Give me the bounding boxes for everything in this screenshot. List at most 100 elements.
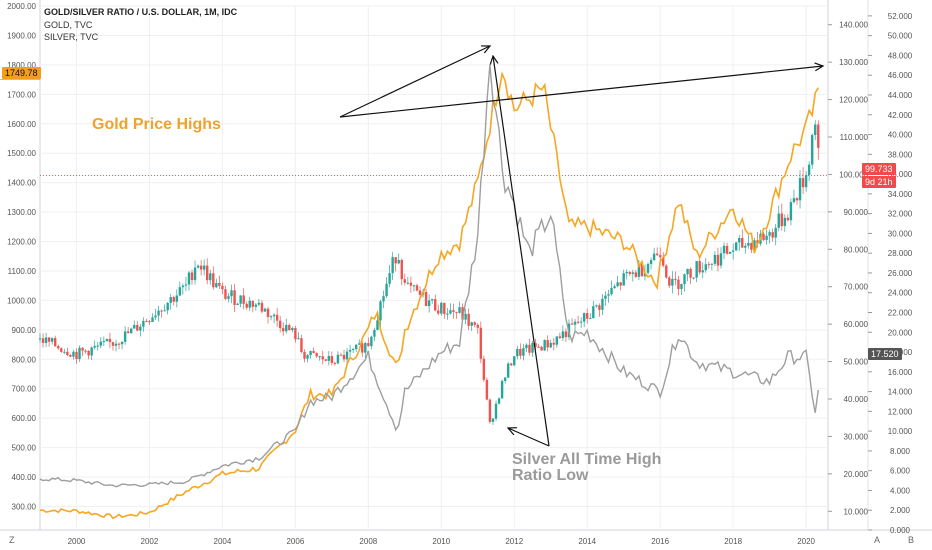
log-scale-button[interactable]: B xyxy=(908,535,915,545)
ratio-candle-body xyxy=(181,285,185,288)
silver-tick-label: 40.000 xyxy=(888,131,913,140)
ratio-candle-body xyxy=(105,338,109,342)
ratio-candle-body xyxy=(537,346,540,348)
gold-series-line xyxy=(39,71,819,520)
ratio-candle-body xyxy=(300,338,303,352)
ratio-candle-body xyxy=(640,263,644,277)
ratio-candle-body xyxy=(646,264,650,273)
ratio-candle-body xyxy=(586,313,589,319)
silver-ath-annotation: Silver All Time High Ratio Low xyxy=(512,452,661,484)
ratio-tick-label: 60.000 xyxy=(844,320,869,329)
ratio-candle-body xyxy=(747,242,750,246)
ratio-candle-body xyxy=(467,313,470,326)
silver-tick-label: 50.000 xyxy=(888,32,913,41)
ratio-candle-body xyxy=(503,377,507,381)
ratio-candle-body xyxy=(519,348,522,356)
ratio-candle-body xyxy=(546,340,549,348)
legend-title: GOLD/SILVER RATIO / U.S. DOLLAR, 1M, IDC xyxy=(44,7,238,17)
ratio-candle-body xyxy=(628,271,631,274)
ratio-candle-body xyxy=(722,245,726,254)
arrow-to-2020-high xyxy=(339,65,824,118)
ratio-candle-body xyxy=(476,324,479,328)
auto-scale-button[interactable]: A xyxy=(874,535,881,545)
ratio-candle-body xyxy=(148,321,151,323)
time-tick-label: 2012 xyxy=(505,537,523,546)
arrow-to-2011-high-head xyxy=(480,45,492,54)
ratio-candle-body xyxy=(601,298,604,310)
ratio-candle-body xyxy=(555,336,559,345)
ratio-candle-body xyxy=(99,341,103,346)
ratio-candle-body xyxy=(777,213,780,228)
gold-highs-annotation: Gold Price Highs xyxy=(92,116,221,133)
time-tick-label: 2004 xyxy=(214,537,232,546)
ratio-candle-body xyxy=(212,273,215,288)
gold-tick-label: 2000.00 xyxy=(7,2,36,11)
ratio-candle-body xyxy=(595,305,598,307)
ratio-candle-body xyxy=(136,324,139,331)
gold-tick-label: 1700.00 xyxy=(7,90,36,99)
ratio-candle-body xyxy=(814,124,817,136)
ratio-candle-body xyxy=(151,317,154,322)
silver-tick-label: 6.000 xyxy=(890,467,911,476)
ratio-candle-body xyxy=(686,268,689,275)
silver-axis: 0.000 2.000 4.000 6.000 8.000 10.000 12.000 14.… xyxy=(868,12,913,535)
ratio-candle-body xyxy=(315,353,318,357)
ratio-tick-label: 140.000 xyxy=(839,21,868,30)
ratio-candle-body xyxy=(771,232,774,238)
ratio-candle-body xyxy=(461,307,464,320)
ratio-candle-body xyxy=(50,338,54,342)
ratio-candle-body xyxy=(257,302,261,305)
ratio-candle-body xyxy=(251,300,255,307)
ratio-candle-body xyxy=(187,272,191,285)
ratio-candle-body xyxy=(710,263,714,265)
silver-tick-label: 48.000 xyxy=(888,51,913,60)
ratio-candle-body xyxy=(47,337,51,342)
ratio-candle-body xyxy=(741,237,744,248)
ratio-tick-label: 30.000 xyxy=(844,432,869,441)
ratio-candle-body xyxy=(738,237,741,243)
ratio-candle-body xyxy=(430,299,434,301)
ratio-candle-body xyxy=(218,282,221,286)
time-tick-label: 2010 xyxy=(432,537,450,546)
ratio-candle-body xyxy=(318,356,321,358)
gold-tick-label: 1100.00 xyxy=(8,267,37,276)
ratio-candle-body xyxy=(348,349,352,352)
ratio-candle-body xyxy=(321,356,324,360)
ratio-candle-body xyxy=(379,301,382,321)
ratio-candle-body xyxy=(282,328,285,332)
silver-tick-label: 2.000 xyxy=(890,506,911,515)
ratio-candle-body xyxy=(96,345,99,347)
ratio-candle-body xyxy=(744,245,747,248)
ratio-candle-body xyxy=(193,267,197,281)
time-tick-label: 2006 xyxy=(286,537,304,546)
ratio-candle-body xyxy=(354,344,358,350)
ratio-candle-body xyxy=(263,308,267,312)
ratio-candle-body xyxy=(364,343,367,353)
ratio-candle-body xyxy=(613,286,616,289)
ratio-candle-body xyxy=(789,202,793,221)
gold-tick-label: 400.00 xyxy=(12,473,37,482)
silver-tick-label: 32.000 xyxy=(888,210,913,219)
ratio-candle-body xyxy=(60,348,63,352)
zoom-button[interactable]: Z xyxy=(9,535,15,545)
ratio-candle-body xyxy=(440,302,443,314)
ratio-candle-body xyxy=(434,299,437,311)
ratio-candle-body xyxy=(361,343,364,353)
annotation-arrows xyxy=(339,45,825,447)
ratio-candle-body xyxy=(169,297,172,303)
ratio-candle-body xyxy=(245,303,248,308)
ratio-axis: 10.000 20.000 30.000 40.000 50.000 60.000 70.0… xyxy=(828,21,869,516)
silver-tick-label: 34.000 xyxy=(888,190,913,199)
silver-tick-label: 44.000 xyxy=(888,91,913,100)
silver-tick-label: 12.000 xyxy=(888,407,913,416)
ratio-candle-body xyxy=(698,261,701,273)
ratio-candle-body xyxy=(54,338,57,347)
ratio-candle-body xyxy=(385,283,388,297)
ratio-candle-body xyxy=(488,399,492,422)
ratio-countdown-tag: 9d 21h xyxy=(862,176,896,188)
ratio-candle-body xyxy=(330,356,334,363)
ratio-candle-body xyxy=(558,336,562,338)
ratio-candle-body xyxy=(133,324,136,329)
ratio-candle-body xyxy=(458,307,461,313)
gold-tick-label: 1300.00 xyxy=(7,208,36,217)
